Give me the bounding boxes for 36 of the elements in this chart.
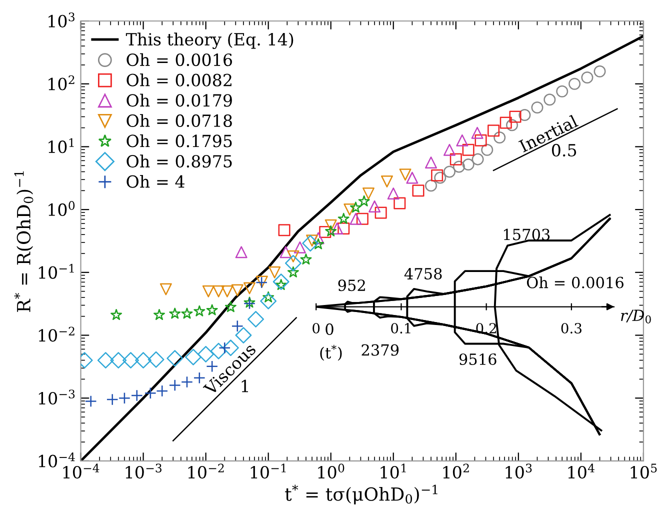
x-tick-label: 0: [312, 322, 320, 334]
annotation: (t$^{*}$): [320, 344, 342, 361]
annotation: 2379: [362, 344, 399, 356]
legend-label: Oh = 4: [126, 174, 184, 188]
x-tick-label: 10$^{4}$: [568, 464, 594, 479]
y-tick-label: 10$^{2}$: [48, 75, 74, 90]
legend-label: Oh = 0.0016: [126, 53, 232, 66]
y-tick-label: 10$^{3}$: [48, 12, 74, 28]
legend-label: Oh = 0.0179: [126, 94, 232, 107]
x-tick-label: 10$^{3}$: [506, 464, 532, 479]
x-axis-title: t$^{*}$ = tσ(μOhD$_{0}$)$^{−1}$: [285, 484, 438, 504]
legend-label: This theory (Eq. 14): [126, 32, 294, 50]
legend-label: Oh = 0.8975: [126, 154, 232, 168]
x-tick-label: 10$^{−3}$: [126, 464, 162, 479]
annotation: 952: [338, 280, 365, 292]
x-tick-label: 10$^{5}$: [630, 464, 657, 479]
y-tick-label: 10$^{−3}$: [38, 390, 75, 405]
y-tick-label: 10$^{0}$: [48, 201, 75, 216]
x-tick-label: 10$^{−1}$: [250, 464, 286, 479]
legend-label: Oh = 0.0082: [126, 73, 232, 86]
annotation: 9516: [459, 353, 496, 366]
x-tick-label: 0.3: [561, 322, 582, 334]
x-tick-label: 10$^{0}$: [318, 464, 344, 479]
y-tick-label: 10$^{−1}$: [38, 264, 74, 279]
annotation: 4758: [404, 268, 442, 280]
legend-label: Oh = 0.0718: [126, 114, 232, 127]
y-tick-label: 10$^{1}$: [48, 138, 74, 154]
legend-label: Oh = 0.1795: [126, 134, 232, 148]
annotation: Oh = 0.0016: [526, 276, 624, 288]
annotation: 15703: [504, 228, 550, 240]
x-axis-title: r/D$_{0}$: [621, 310, 651, 324]
x-tick-label: 10$^{1}$: [380, 464, 406, 479]
x-tick-label: 10$^{−2}$: [188, 464, 224, 479]
x-tick-label: 0.1: [391, 322, 410, 334]
x-tick-label: 10$^{2}$: [443, 464, 469, 479]
y-axis-title: R$^{*}$ = R(OhD$_{0}$)$^{−1}$: [14, 171, 34, 312]
